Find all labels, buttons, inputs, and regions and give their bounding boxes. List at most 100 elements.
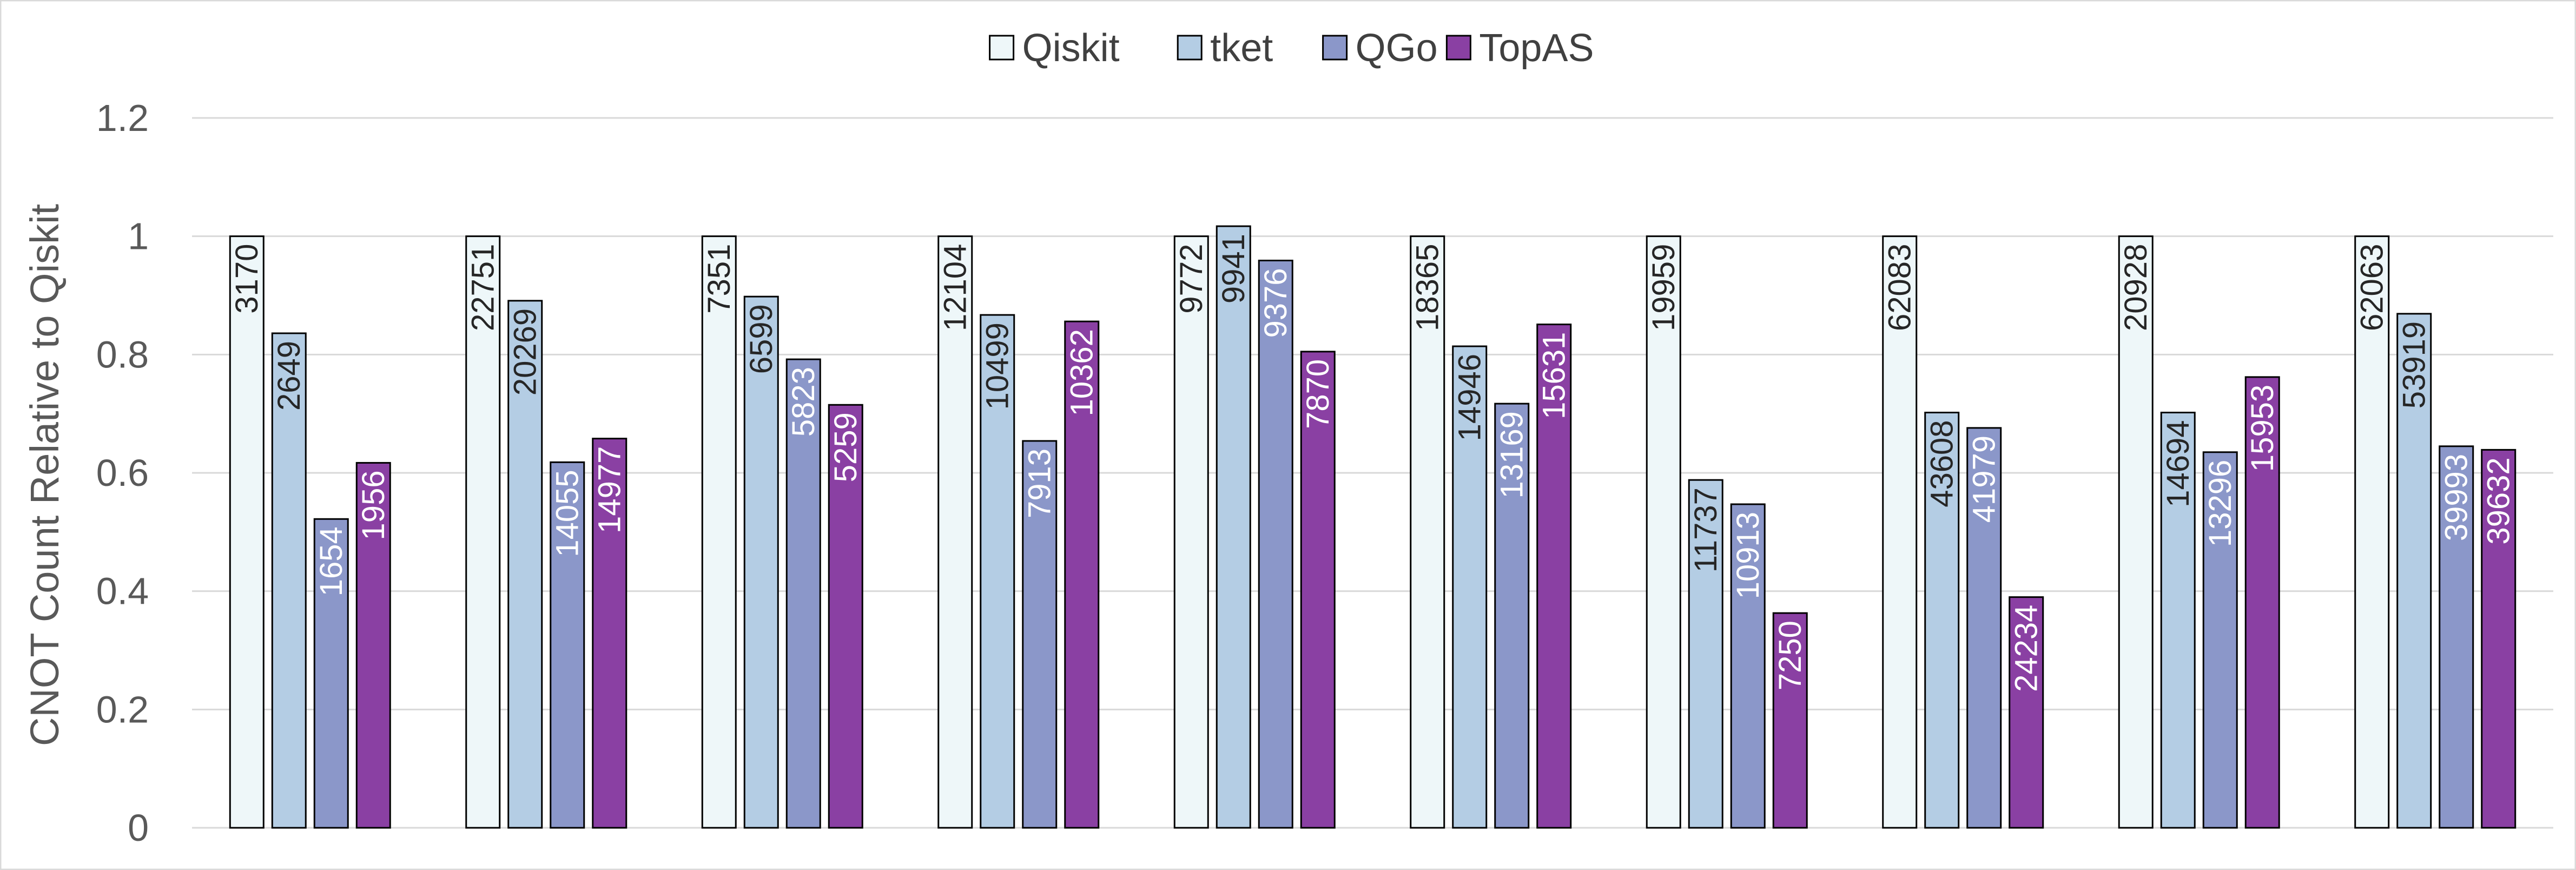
y-tick-label: 0.8 — [96, 333, 149, 375]
bar-data-label: 62083 — [1882, 244, 1917, 331]
bar-qiskit — [465, 235, 501, 829]
bar-data-label: 5259 — [828, 412, 863, 482]
bar-qiskit — [1646, 235, 1681, 829]
bar-data-label: 13296 — [2203, 460, 2238, 547]
bar-qgo — [313, 518, 349, 829]
bar-tket — [271, 332, 307, 829]
bar-qiskit — [1173, 235, 1209, 829]
legend-label-qiskit: Qiskit — [1022, 27, 1120, 70]
bar-data-label: 1956 — [356, 470, 391, 540]
bar-data-label: 10362 — [1064, 329, 1099, 416]
legend-swatch-qiskit — [989, 35, 1015, 61]
bar-topas — [2244, 376, 2280, 829]
legend-label-qgo: QGo — [1356, 27, 1438, 70]
bar-qgo — [1966, 427, 2002, 829]
bar-data-label: 7351 — [702, 244, 737, 314]
bar-qiskit — [937, 235, 973, 829]
bar-data-label: 20928 — [2118, 244, 2154, 331]
bar-topas — [1536, 324, 1572, 829]
bar-tket — [1216, 225, 1251, 829]
legend-swatch-topas — [1445, 35, 1471, 61]
bar-data-label: 39632 — [2481, 457, 2516, 544]
bar-tket — [507, 300, 543, 829]
bar-qiskit — [2354, 235, 2390, 829]
bar-data-label: 15953 — [2245, 385, 2280, 472]
y-axis-tick-labels: 0 0.2 0.4 0.6 0.8 1 1.2 — [96, 97, 149, 849]
bar-topas — [1772, 612, 1808, 829]
bars — [229, 225, 2516, 829]
bar-data-label: 12104 — [937, 244, 973, 331]
bar-data-label: 2649 — [272, 341, 307, 411]
legend-swatch-tket — [1177, 35, 1203, 61]
bar-data-label: 14055 — [550, 470, 585, 557]
y-axis-label: CNOT Count Relative to Qiskit — [22, 204, 67, 747]
bar-data-label: 43608 — [1924, 420, 1959, 507]
bar-data-label: 14694 — [2161, 420, 2196, 507]
y-tick-label: 0.4 — [96, 570, 149, 612]
bar-data-label: 41979 — [1966, 436, 2002, 523]
bar-data-label: 7913 — [1022, 449, 1057, 518]
bar-data-label: 9772 — [1174, 244, 1209, 314]
bar-data-label: 1654 — [314, 526, 349, 596]
bar-tket — [743, 295, 779, 829]
y-tick-label: 1 — [128, 215, 149, 258]
y-tick-label: 1.2 — [96, 97, 149, 139]
bar-data-label: 39993 — [2439, 454, 2474, 541]
bar-data-label: 19959 — [1646, 244, 1681, 331]
y-tick-label: 0 — [128, 807, 149, 849]
bar-data-label: 6599 — [744, 304, 779, 374]
bar-tket — [2160, 411, 2196, 829]
y-tick-label: 0.6 — [96, 452, 149, 494]
bar-qiskit — [1410, 235, 1445, 829]
bar-data-label: 3170 — [229, 244, 265, 314]
bar-data-label: 13169 — [1494, 411, 1529, 498]
bar-data-label: 14977 — [592, 446, 627, 533]
bar-tket — [1924, 411, 1960, 829]
legend-label-topas: TopAS — [1479, 27, 1594, 70]
bar-qgo — [1730, 503, 1766, 829]
bar-data-label: 24234 — [2009, 605, 2044, 692]
legend-label-tket: tket — [1210, 27, 1273, 70]
bar-tket — [980, 314, 1015, 829]
bar-topas — [1300, 351, 1336, 829]
bar-tket — [1688, 479, 1723, 829]
bar-data-label: 62063 — [2354, 244, 2389, 331]
bar-data-label: 9941 — [1216, 234, 1251, 304]
bar-data-label: 22751 — [465, 244, 500, 331]
bar-data-label: 9376 — [1258, 268, 1293, 338]
bar-data-label: 5823 — [786, 367, 821, 437]
bar-data-label: 10913 — [1730, 512, 1766, 599]
bar-data-label: 20269 — [507, 308, 543, 396]
bar-topas — [2481, 449, 2516, 829]
bar-data-label: 10499 — [980, 322, 1015, 410]
y-tick-label: 0.2 — [96, 688, 149, 730]
bar-qgo — [785, 358, 821, 829]
bar-qgo — [2202, 451, 2238, 829]
bar-topas — [592, 438, 628, 829]
bar-topas — [355, 462, 391, 829]
bar-qiskit — [229, 235, 265, 829]
gridlines — [192, 117, 2553, 829]
bar-qiskit — [2118, 235, 2154, 829]
bar-data-label: 7250 — [1773, 621, 1808, 690]
bar-qgo — [1494, 403, 1530, 829]
bar-tket — [1452, 345, 1488, 829]
bar-topas — [1064, 320, 1100, 829]
bar-data-label: 7870 — [1300, 359, 1336, 429]
bar-data-label: 15631 — [1536, 332, 1571, 419]
bar-qgo — [2439, 445, 2474, 829]
bar-qgo — [550, 461, 585, 829]
bar-topas — [828, 404, 863, 829]
legend-swatch-qgo — [1322, 35, 1348, 61]
bar-data-label: 53919 — [2396, 321, 2432, 408]
bar-tket — [2396, 313, 2432, 829]
bar-data-label: 11737 — [1688, 487, 1723, 572]
bar-topas — [2009, 596, 2044, 829]
bar-qgo — [1258, 259, 1293, 829]
bar-qgo — [1022, 440, 1058, 829]
bar-qiskit — [1882, 235, 1918, 829]
legend: Qiskit tket QGo TopAS — [989, 27, 1594, 70]
bar-data-label: 18365 — [1410, 244, 1445, 331]
